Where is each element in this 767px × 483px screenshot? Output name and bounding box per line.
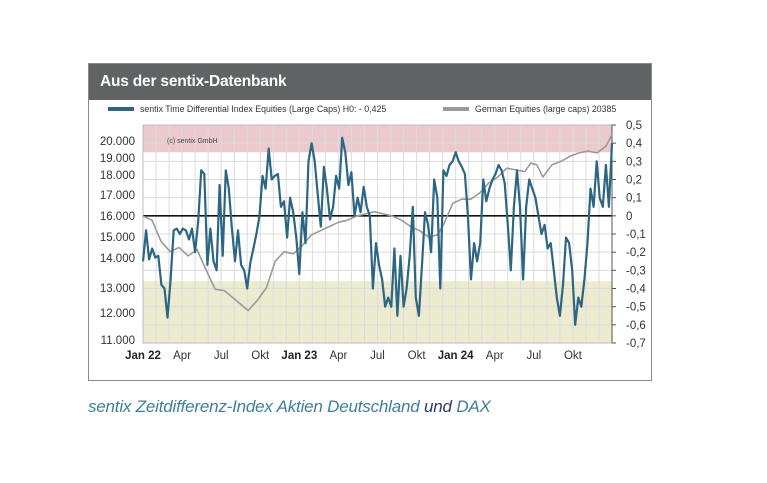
caption-part1: sentix Zeitdifferenz-Index Aktien Deutsc… [88,397,420,416]
right-axis-tick: -0,7 [626,338,646,350]
x-axis-tick: Jan 23 [281,350,317,362]
x-axis-tick: Apr [486,350,504,362]
left-axis-tick: 18.000 [100,170,135,182]
caption-part2: DAX [456,397,491,416]
left-axis-tick: 20.000 [100,136,135,148]
legend-label-sentix: sentix Time Differential Index Equities … [140,104,386,114]
caption-and: und [424,397,452,416]
dax-series-line [142,134,613,312]
x-axis-tick: Apr [329,350,347,362]
right-axis-tick: -0,3 [626,265,646,277]
panel-header: Aus der sentix-Datenbank [89,64,651,100]
x-axis-tick: Okt [251,350,270,362]
right-axis-tick: 0,1 [626,193,642,205]
left-axis-tick: 14.000 [100,253,135,265]
left-axis-tick: 19.000 [100,153,135,165]
left-axis-tick: 13.000 [100,283,135,295]
left-axis-tick: 16.000 [100,211,135,223]
x-axis-tick: Jan 24 [438,350,474,362]
right-axis-tick: -0,2 [626,247,646,259]
x-axis-tick: Jul [214,350,229,362]
x-axis-tick: Jul [526,350,541,362]
left-axis-tick: 17.000 [100,190,135,202]
left-axis-tick: 11.000 [101,335,135,347]
chart-caption: sentix Zeitdifferenz-Index Aktien Deutsc… [88,397,491,417]
x-axis-tick: Okt [408,350,427,362]
copyright-note: (c) sentix GmbH [167,138,218,145]
right-axis-tick: -0,1 [626,229,646,241]
x-axis-tick: Okt [564,350,583,362]
right-axis-tick: 0,5 [626,120,642,132]
panel-title: Aus der sentix-Datenbank [100,73,287,90]
x-axis-tick: Apr [173,350,191,362]
right-axis-tick: 0,4 [626,138,643,150]
right-axis-tick: 0,2 [626,175,642,187]
right-axis-tick: -0,5 [626,302,646,314]
x-axis-tick: Jan 22 [125,350,161,362]
right-axis-tick: 0 [626,211,632,223]
right-axis-tick: -0,4 [626,284,646,296]
left-axis-tick: 15.000 [100,232,135,244]
left-axis-tick: 12.000 [100,308,135,320]
right-axis-tick: -0,6 [626,320,646,332]
legend-label-dax: German Equities (large caps) 20385 [475,104,616,114]
x-axis-tick: Jul [370,350,385,362]
right-axis-tick: 0,3 [626,156,642,168]
sentix-series-line [141,136,614,326]
